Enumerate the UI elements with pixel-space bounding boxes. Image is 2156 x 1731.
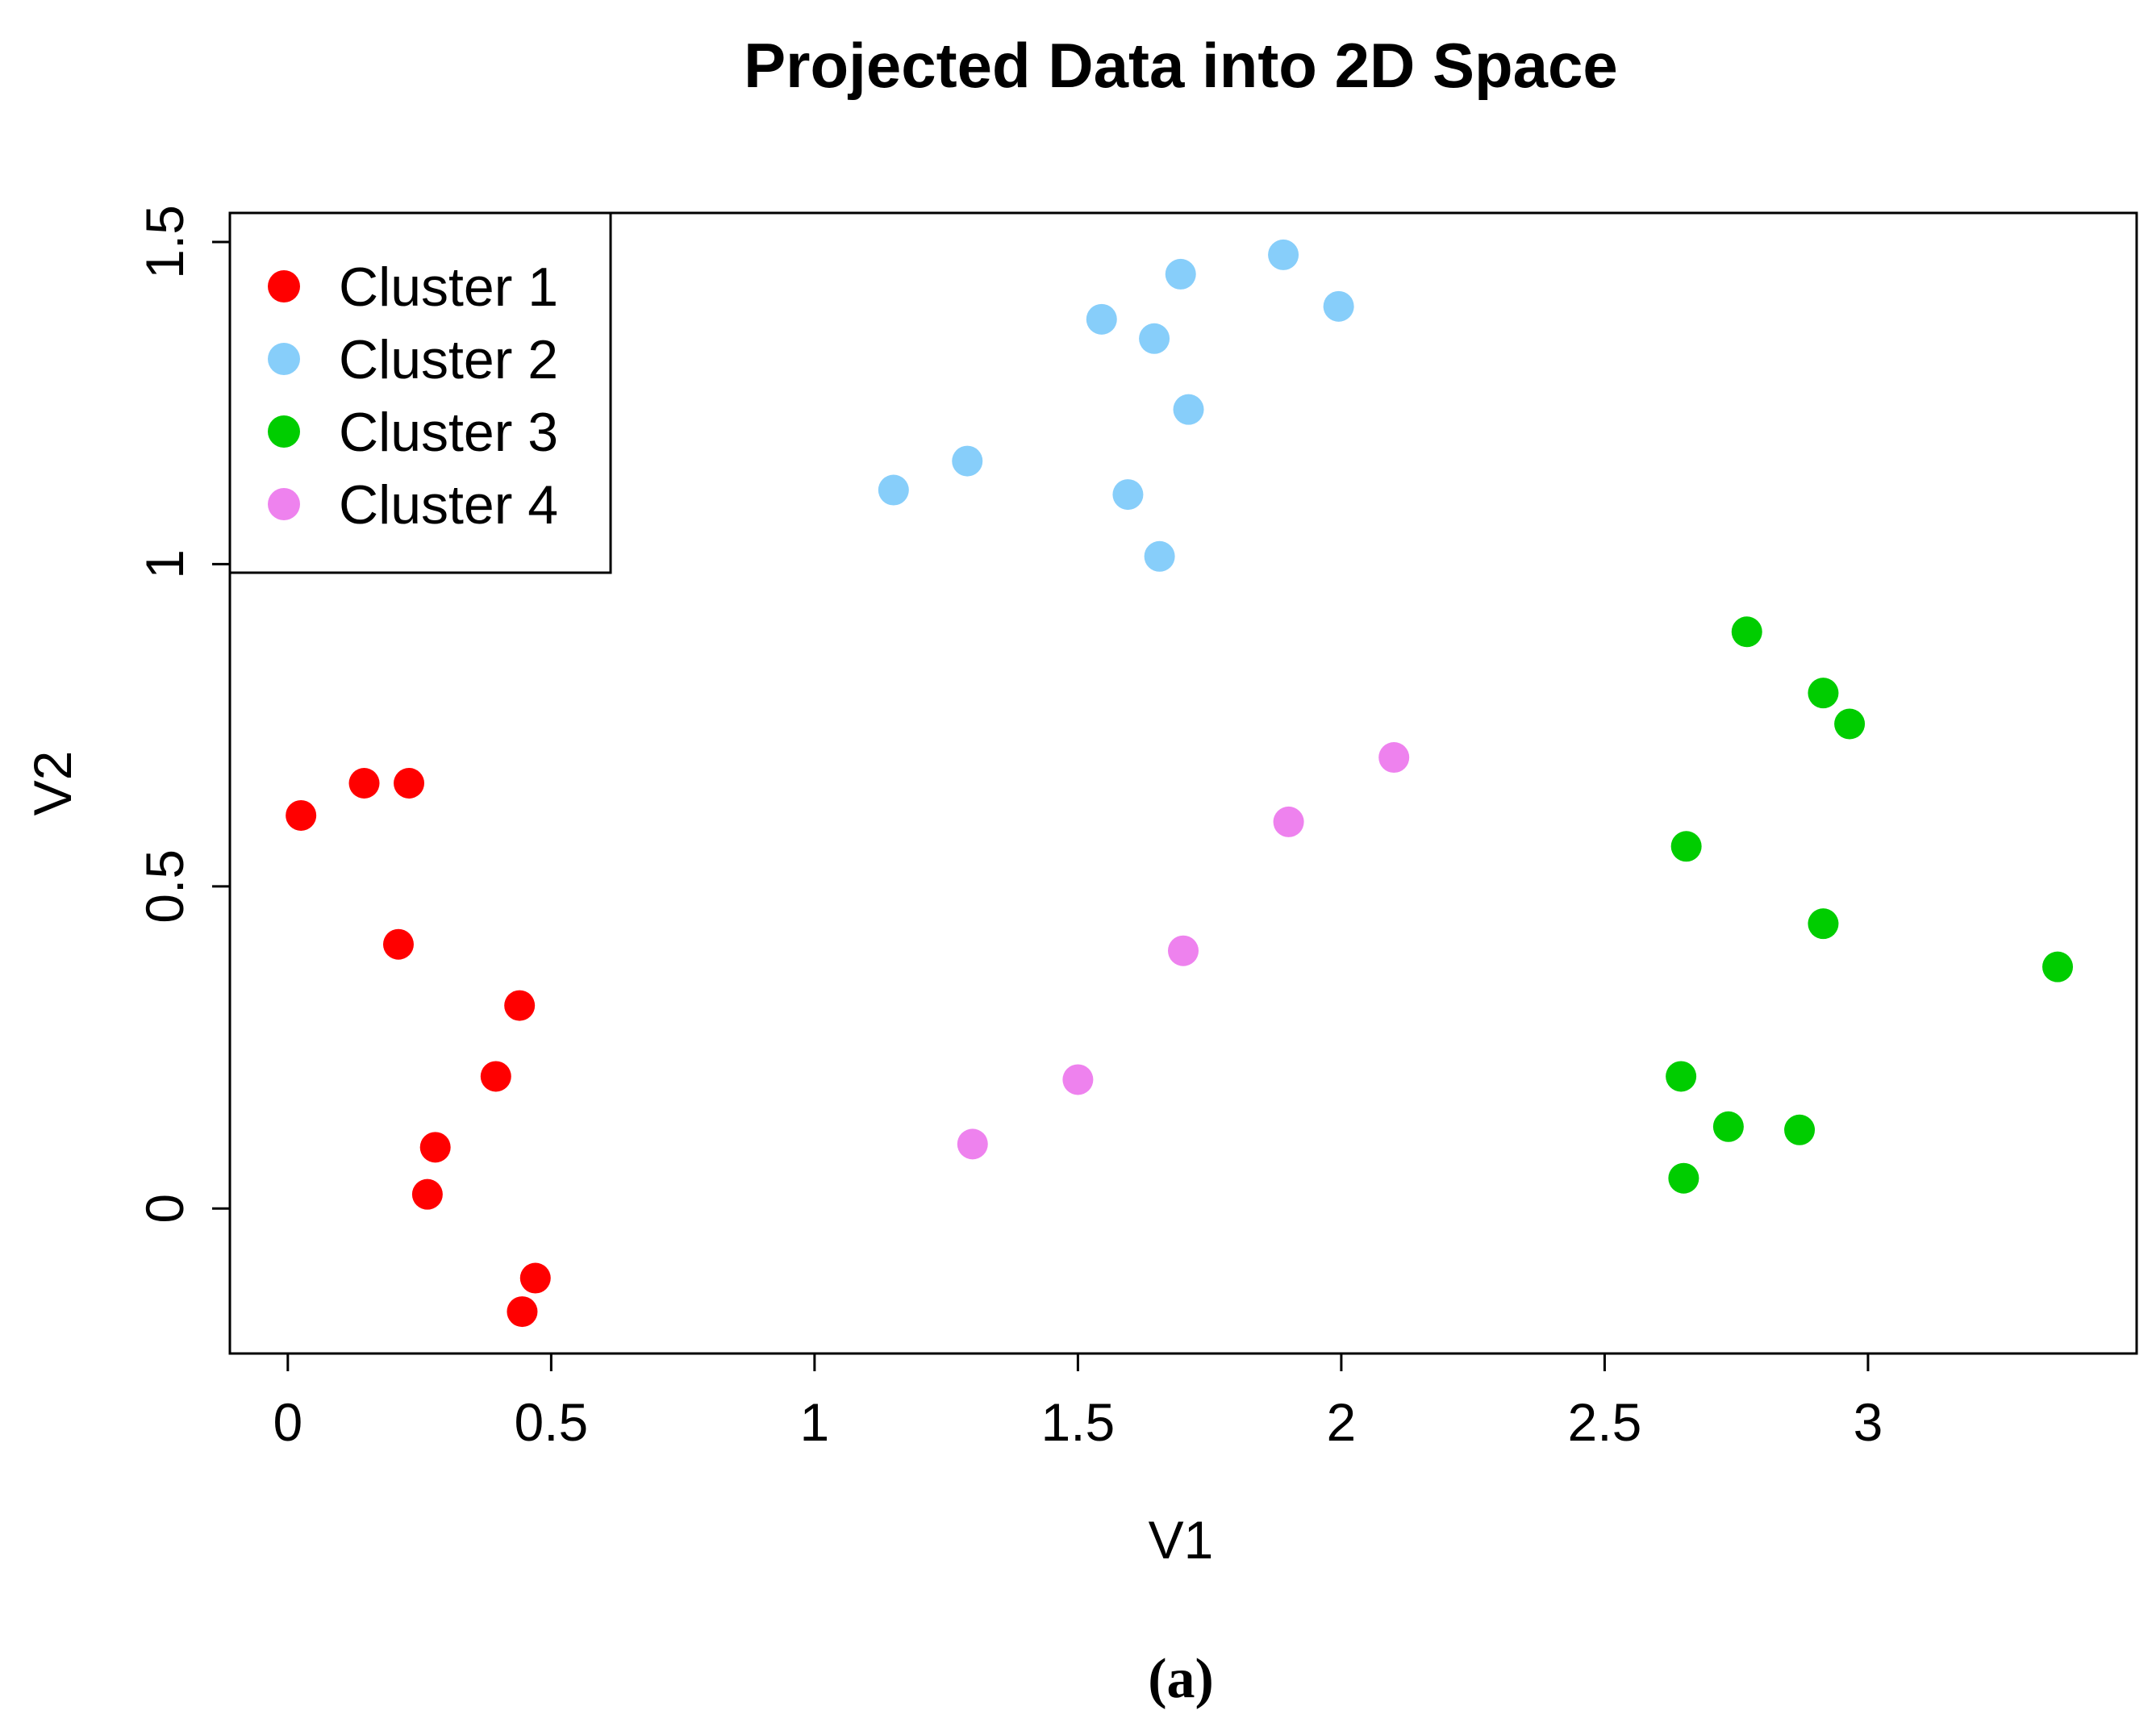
point-cluster-2 <box>1165 258 1196 290</box>
point-cluster-2 <box>1173 394 1204 425</box>
point-cluster-2 <box>1323 290 1354 322</box>
point-cluster-2 <box>1139 323 1170 354</box>
point-cluster-1 <box>519 1262 551 1294</box>
y-tick-label: 0 <box>135 1194 194 1224</box>
y-axis-label: V2 <box>23 751 82 816</box>
legend-label-cluster-3: Cluster 3 <box>339 402 558 463</box>
point-cluster-1 <box>480 1061 511 1092</box>
legend-label-cluster-1: Cluster 1 <box>339 257 558 318</box>
legend-label-cluster-2: Cluster 2 <box>339 329 558 390</box>
legend-marker-cluster-3 <box>268 415 300 448</box>
point-cluster-1 <box>411 1178 443 1210</box>
point-cluster-3 <box>2042 951 2074 982</box>
point-cluster-1 <box>382 928 414 960</box>
legend-marker-cluster-2 <box>268 343 300 375</box>
figure-caption: (a) <box>1148 1648 1214 1710</box>
chart-title: Projected Data into 2D Space <box>744 30 1618 101</box>
y-tick-label: 0.5 <box>135 849 194 924</box>
point-cluster-4 <box>957 1128 988 1160</box>
point-cluster-4 <box>1168 935 1199 966</box>
point-cluster-2 <box>878 474 909 506</box>
point-cluster-3 <box>1834 708 1866 740</box>
x-axis-label: V1 <box>1149 1510 1214 1570</box>
x-tick-label: 2 <box>1327 1392 1357 1452</box>
legend-marker-cluster-1 <box>268 270 300 302</box>
x-tick-label: 0.5 <box>514 1392 588 1452</box>
point-cluster-3 <box>1668 1162 1699 1194</box>
x-tick-label: 0 <box>273 1392 302 1452</box>
point-cluster-3 <box>1808 678 1839 709</box>
point-cluster-1 <box>394 768 425 799</box>
x-tick-label: 2.5 <box>1568 1392 1642 1452</box>
x-tick-label: 1 <box>800 1392 830 1452</box>
legend: Cluster 1 Cluster 2 Cluster 3 Cluster 4 <box>228 211 612 574</box>
point-cluster-4 <box>1273 806 1304 837</box>
x-tick-label: 1.5 <box>1041 1392 1116 1452</box>
legend-label-cluster-4: Cluster 4 <box>339 474 558 536</box>
point-cluster-3 <box>1731 616 1762 648</box>
point-cluster-3 <box>1666 1061 1697 1092</box>
point-cluster-2 <box>1086 303 1117 335</box>
point-cluster-2 <box>952 445 983 477</box>
point-cluster-3 <box>1712 1111 1744 1142</box>
point-cluster-4 <box>1378 742 1410 774</box>
point-cluster-2 <box>1268 239 1299 270</box>
point-cluster-1 <box>348 768 380 799</box>
y-axis: 0 0.5 1 1.5 <box>135 205 231 1224</box>
y-tick-label: 1 <box>135 549 194 579</box>
point-cluster-1 <box>504 990 536 1021</box>
y-tick-label: 1.5 <box>135 205 194 279</box>
point-cluster-2 <box>1112 479 1144 511</box>
point-cluster-3 <box>1670 831 1702 862</box>
point-cluster-3 <box>1784 1114 1816 1145</box>
point-cluster-4 <box>1062 1064 1094 1095</box>
point-cluster-1 <box>507 1296 538 1328</box>
point-cluster-1 <box>419 1132 451 1163</box>
point-cluster-2 <box>1144 540 1175 572</box>
legend-marker-cluster-4 <box>268 488 300 520</box>
x-tick-label: 3 <box>1854 1392 1883 1452</box>
x-axis: 0 0.5 1 1.5 2 2.5 3 <box>273 1352 1883 1452</box>
point-cluster-3 <box>1808 908 1839 940</box>
data-points <box>286 239 2074 1328</box>
point-cluster-1 <box>286 799 317 831</box>
